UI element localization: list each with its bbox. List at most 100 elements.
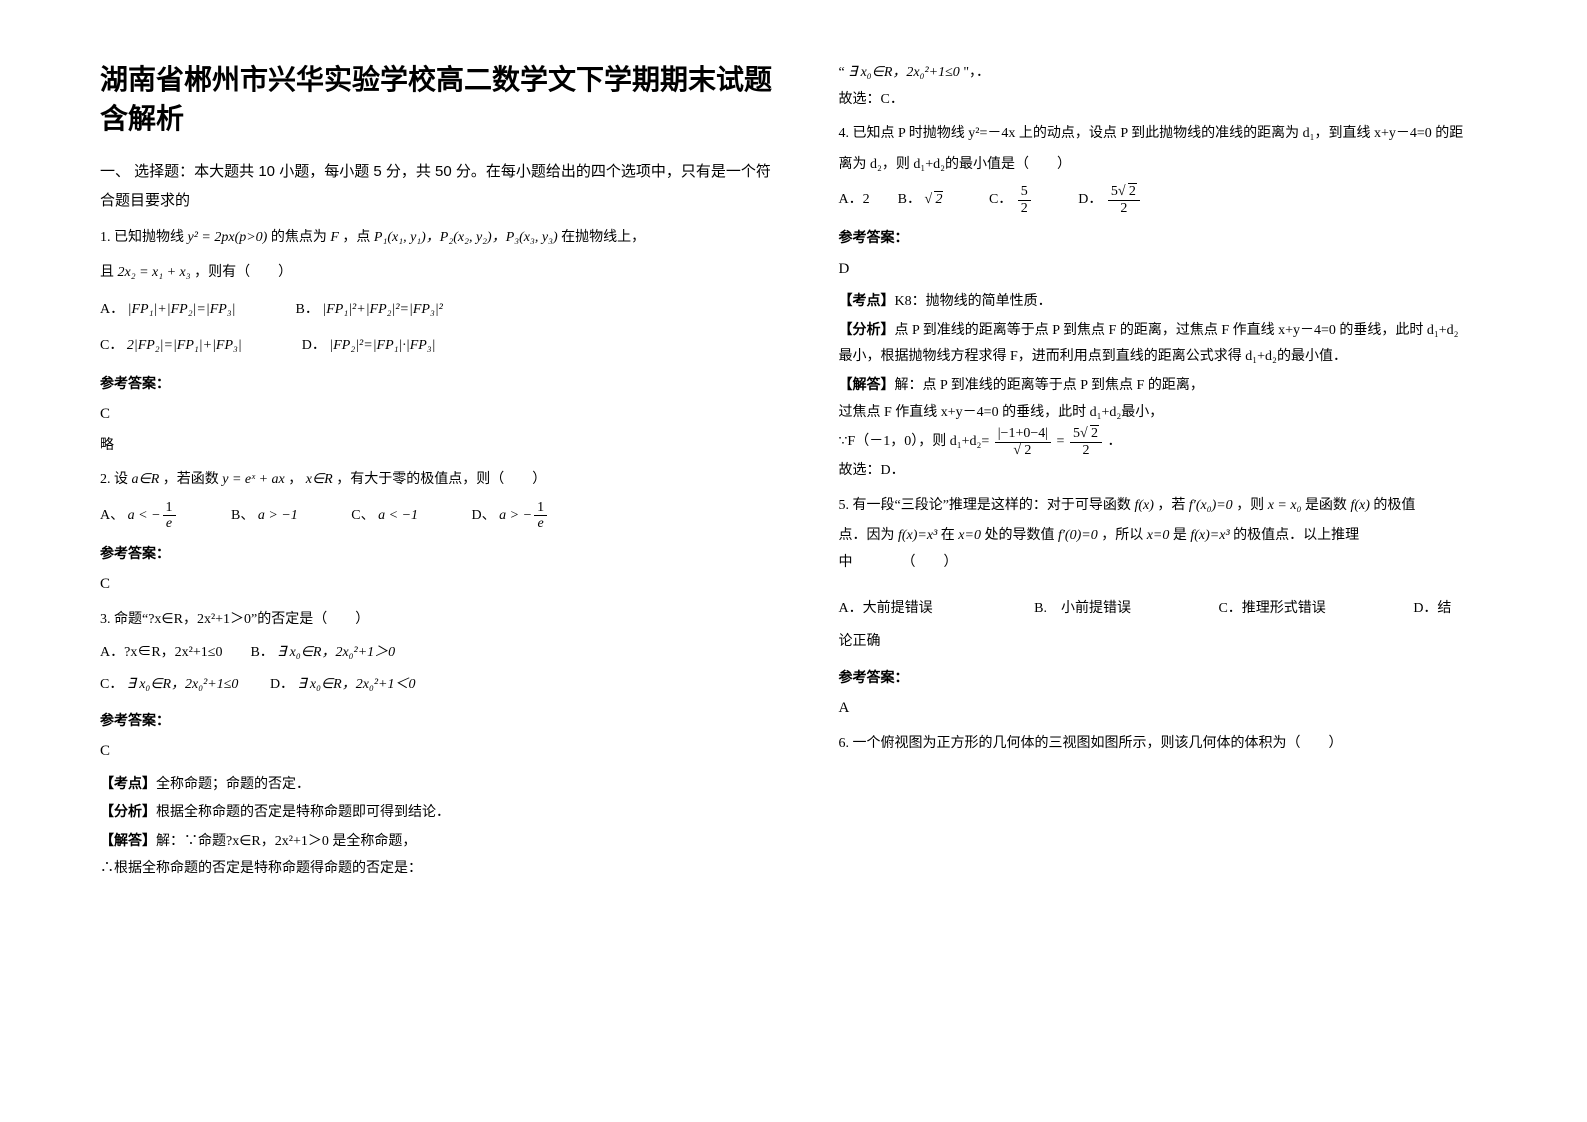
q1-optD: D． |FP₂|²=|FP₁|·|FP₃| (302, 333, 436, 360)
q5-stem1d: 是函数 (1305, 498, 1347, 513)
q4-optD-frac: 522 (1108, 184, 1140, 216)
q3-opts-row1: A．?x∈R，2x²+1≤0 B． ∃ x₀∈R，2x₀²+1＞0 (100, 640, 779, 667)
q2-optD-num: 1 (534, 500, 547, 516)
q1-stem-c: ，点 (342, 230, 370, 245)
q4-opts: A．2 B． 2 C． 52 D． 522 (839, 184, 1518, 216)
q5-stem2c: 处的导数值 (984, 528, 1054, 543)
q3-optD-pre: D． (270, 677, 294, 692)
q5-answer: A (839, 694, 1518, 723)
q2-stem-a: 2. 设 (100, 472, 128, 487)
section-1-text: 一、 选择题：本大题共 10 小题，每小题 5 分，共 50 分。在每小题给出的… (100, 163, 771, 209)
cont-line2: 故选：C． (839, 87, 1518, 114)
q1-optC-math: 2|FP₂|=|FP₁|+|FP₃| (127, 338, 242, 353)
q4-jd3-den-sqrt: 2 (1013, 443, 1032, 458)
q2-optD-den: e (534, 516, 547, 531)
q2-stem-c: ， (288, 472, 302, 487)
q3-optC-pre: C． (100, 677, 123, 692)
q5-stem2a: 点．因为 (839, 528, 895, 543)
q3-optB: ∃ x₀∈R，2x₀²+1＞0 (277, 645, 395, 660)
q1-optB: B． |FP₁|²+|FP₂|²=|FP₃|² (296, 297, 443, 324)
q1-parabola: y² = 2px(p>0) (188, 230, 268, 245)
cont-line1b: ∃ x₀∈R，2x₀²+1≤0 (848, 65, 960, 80)
q2-optD-frac: 1e (534, 500, 547, 532)
q1-optA: A． |FP₁|+|FP₂|=|FP₃| (100, 297, 236, 324)
q4-jd3-rden: 2 (1070, 443, 1102, 458)
q1-stem-d: 在抛物线上， (561, 230, 645, 245)
q1-optA-math: |FP₁|+|FP₂|=|FP₃| (128, 302, 236, 317)
q2-aR: a∈R (132, 472, 160, 487)
q3-fx-label: 【分析】 (100, 803, 156, 819)
q5-optD: D．结 (1413, 601, 1451, 616)
q3-opts-row2: C． ∃ x₀∈R，2x₀²+1≤0 D． ∃ x₀∈R，2x₀²+1＜0 (100, 672, 779, 699)
q3-optD: ∃ x₀∈R，2x₀²+1＜0 (298, 677, 416, 692)
right-column: “ ∃ x₀∈R，2x₀²+1≤0 "，． 故选：C． 4. 已知点 P 时抛物… (819, 60, 1538, 1082)
q3-kd: 【考点】全称命题；命题的否定． (100, 770, 779, 799)
q5-stem2e: 是 (1173, 528, 1187, 543)
q2-optA-frac: 1e (163, 500, 176, 532)
q4-optC-den: 2 (1018, 201, 1031, 216)
q1-optB-math: |FP₁|²+|FP₂|²=|FP₃|² (322, 302, 443, 317)
q4-jd1-text: 解：点 P 到准线的距离等于点 P 到焦点 F 的距离， (895, 378, 1204, 393)
q4-optD-pre: D． (1078, 192, 1102, 207)
q4-optB-rad: 2 (934, 191, 943, 207)
q1-stem-a: 1. 已知抛物线 (100, 230, 184, 245)
q4-jd3-den: 2 (995, 443, 1051, 458)
q5-x0c: x=0 (1147, 528, 1170, 543)
q4-optD-den: 2 (1108, 201, 1140, 216)
q5-fp: f′(x₀)=0 (1189, 498, 1233, 513)
q5-fp0: f′(0)=0 (1058, 528, 1098, 543)
q2-optA-pre: A、 (100, 508, 124, 523)
q4-fx-label: 【分析】 (839, 321, 895, 337)
q4-kd-label: 【考点】 (839, 292, 895, 308)
spacer (839, 576, 1518, 590)
q5-stem1b: ，若 (1157, 498, 1185, 513)
q4-jd3-frac1: |−1+0−4|2 (995, 426, 1051, 458)
q3-jd-label: 【解答】 (100, 832, 156, 848)
q4-answer-label: 参考答案： (839, 224, 1518, 251)
q4-jd-label: 【解答】 (839, 376, 895, 392)
q1-stem-b: 的焦点为 (271, 230, 327, 245)
q3-optC: ∃ x₀∈R，2x₀²+1≤0 (127, 677, 239, 692)
q4-optD-num: 52 (1108, 184, 1140, 200)
left-column: 湖南省郴州市兴华实验学校高二数学文下学期期末试题含解析 一、 选择题：本大题共 … (100, 60, 819, 1082)
q2-answer: C (100, 570, 779, 599)
q5-optC: C．推理形式错误 (1218, 601, 1325, 616)
q2-optC-math: a < −1 (378, 508, 418, 523)
q5-stem2f: 的极值点．以上推理 (1233, 528, 1359, 543)
q5-optB: B. 小前提错误 (1034, 601, 1131, 616)
q5-opts: A．大前提错误 B. 小前提错误 C．推理形式错误 D．结 (839, 596, 1518, 623)
q5-answer-label: 参考答案： (839, 664, 1518, 691)
q1-F: F (330, 230, 339, 245)
q2-optA-num: 1 (163, 500, 176, 516)
q1-line2: 且 2x₂ = x₁ + x₃ ，则有（ ） (100, 260, 779, 287)
q4-stem1: 4. 已知点 P 时抛物线 y²=－4x 上的动点，设点 P 到此抛物线的准线的… (839, 121, 1518, 148)
doc-title: 湖南省郴州市兴华实验学校高二数学文下学期期末试题含解析 (100, 60, 779, 138)
q4-kd: 【考点】K8：抛物线的简单性质． (839, 287, 1518, 316)
q5-stem1e: 的极值 (1373, 498, 1415, 513)
q3-answer: C (100, 737, 779, 766)
q4-fx-text: 点 P 到准线的距离等于点 P 到焦点 F 的距离，过焦点 F 作直线 x+y－… (895, 323, 1459, 338)
q1-optA-pre: A． (100, 302, 124, 317)
q1-optD-math: |FP₂|²=|FP₁|·|FP₃| (329, 338, 435, 353)
cont-line1c: "，． (963, 65, 990, 80)
q4-jd3-rnum-rad: 2 (1090, 425, 1099, 441)
cont-line1: “ ∃ x₀∈R，2x₀²+1≤0 "，． (839, 60, 1518, 87)
q1-brief: 略 (100, 433, 779, 460)
q2-optD-pre: D、 (472, 508, 496, 523)
q1-optC-pre: C． (100, 338, 123, 353)
q2-optC-pre: C、 (351, 508, 374, 523)
q5-stem2d: ，所以 (1101, 528, 1143, 543)
q4-stem2: 离为 d₂，则 d₁+d₂的最小值是（ ） (839, 152, 1518, 179)
q2-y: y = eˣ + ax (222, 472, 285, 487)
q4-jd3-rnum: 52 (1070, 426, 1102, 442)
q5-fx3b: f(x)=x³ (1190, 528, 1229, 543)
q3-stem: 3. 命题“?x∈R，2x²+1＞0”的否定是（ ） (100, 607, 779, 634)
q2-answer-label: 参考答案： (100, 540, 779, 567)
q1-answer: C (100, 400, 779, 429)
q4-optD-num-rad: 2 (1128, 183, 1137, 199)
q4-jd3-frac2: 522 (1070, 426, 1102, 458)
q4-jd3-num: |−1+0−4| (995, 426, 1051, 442)
q1: 1. 已知抛物线 y² = 2px(p>0) 的焦点为 F ，点 P₁(x₁, … (100, 225, 779, 252)
q5-stem1c: ，则 (1236, 498, 1264, 513)
q5-line2: 点．因为 f(x)=x³ 在 x=0 处的导数值 f′(0)=0 ，所以 x=0… (839, 523, 1518, 550)
